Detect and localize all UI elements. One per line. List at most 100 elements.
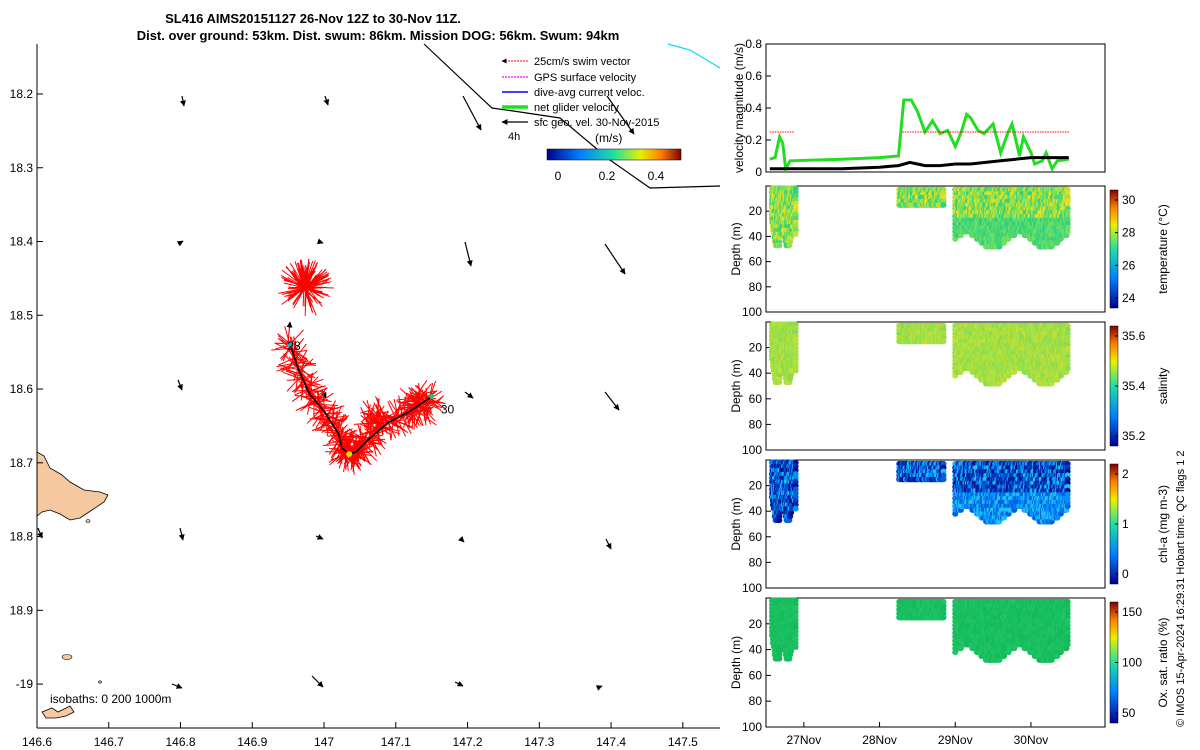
swim-vector bbox=[292, 288, 305, 305]
legend-net: net glider velocity bbox=[534, 102, 619, 114]
salinity-y-tick-label: 80 bbox=[749, 417, 763, 431]
swim-vector bbox=[284, 325, 291, 345]
temperature-colorbar-tick: 28 bbox=[1122, 226, 1136, 240]
map-y-tick-label: 18.7 bbox=[10, 456, 34, 470]
swim-vector bbox=[401, 415, 412, 434]
map-y-tick-label: 18.3 bbox=[10, 161, 34, 175]
map-x-tick-label: 146.7 bbox=[94, 735, 124, 749]
swim-vector bbox=[379, 404, 385, 416]
swim-vector bbox=[306, 277, 332, 288]
swim-vector bbox=[276, 365, 298, 372]
map-y-tick-label: 18.9 bbox=[10, 603, 34, 617]
salinity-y-tick-label: 60 bbox=[749, 392, 763, 406]
velocity-y-tick-label: 0.8 bbox=[745, 37, 762, 51]
swim-vector bbox=[291, 270, 306, 288]
oxygen-ylabel: Depth (m) bbox=[729, 636, 743, 689]
swim-vector bbox=[297, 349, 308, 366]
oxygen-colorbar-tick: 100 bbox=[1122, 656, 1142, 670]
map-x-tick-label: 147.5 bbox=[668, 735, 698, 749]
swim-vector bbox=[417, 387, 422, 397]
swim-vector bbox=[333, 413, 338, 426]
swim-vector bbox=[380, 427, 391, 436]
swim-vector bbox=[370, 407, 377, 414]
salinity-y-tick-label: 20 bbox=[749, 341, 763, 355]
track-day-label: 28 bbox=[287, 339, 301, 353]
swim-vector bbox=[362, 412, 382, 418]
velocity-y-tick-label: 0.6 bbox=[745, 69, 762, 83]
swim-vector bbox=[318, 404, 339, 407]
swim-vector bbox=[283, 353, 297, 368]
map-y-tick-label: 18.2 bbox=[10, 87, 34, 101]
map-legend: 25cm/s swim vector GPS surface velocity … bbox=[501, 56, 682, 183]
swim-vector bbox=[280, 347, 292, 359]
salinity-y-tick-label: 100 bbox=[742, 443, 762, 457]
swim-vector bbox=[286, 289, 305, 294]
time-x-tick-label: 30Nov bbox=[1014, 733, 1049, 747]
swim-vector bbox=[401, 404, 412, 407]
glider-track bbox=[289, 344, 433, 455]
island bbox=[61, 654, 73, 660]
swim-vector bbox=[292, 389, 307, 392]
salinity-section bbox=[769, 321, 1071, 387]
velocity-series-line bbox=[769, 156, 1069, 171]
map-x-tick-label: 147.1 bbox=[381, 735, 411, 749]
geo-velocity-arrow bbox=[454, 680, 464, 687]
time-x-tick-label: 27Nov bbox=[787, 733, 822, 747]
swim-vector bbox=[305, 274, 317, 289]
swim-vector bbox=[398, 402, 420, 407]
island bbox=[41, 705, 75, 719]
swim-vector bbox=[298, 369, 316, 379]
swim-vector bbox=[370, 438, 386, 441]
swim-vector bbox=[295, 343, 307, 358]
map-y-tick-label: 18.5 bbox=[10, 308, 34, 322]
islet bbox=[98, 680, 102, 684]
oxygen-y-tick-label: 80 bbox=[749, 694, 763, 708]
geo-velocity-arrow bbox=[176, 240, 184, 247]
geo-velocity-arrow bbox=[464, 241, 473, 267]
chl-a-y-tick-label: 80 bbox=[749, 555, 763, 569]
temperature-y-tick-label: 60 bbox=[749, 255, 763, 269]
velocity-axes bbox=[765, 43, 1106, 173]
swim-vector bbox=[360, 411, 374, 423]
swim-vector bbox=[325, 423, 339, 440]
swim-vector bbox=[334, 415, 350, 426]
swim-vector bbox=[379, 410, 398, 425]
swim-vector bbox=[303, 373, 313, 380]
swim-vector bbox=[292, 373, 306, 388]
swim-vector bbox=[302, 288, 317, 300]
map-y-tick-label: 18.6 bbox=[10, 382, 34, 396]
swim-vector bbox=[280, 274, 306, 290]
swim-vector bbox=[388, 422, 392, 441]
swim-vector bbox=[286, 321, 293, 344]
swim-vector bbox=[415, 409, 437, 426]
swim-vector bbox=[271, 347, 293, 351]
temperature-colorbar-tick: 30 bbox=[1122, 193, 1136, 207]
time-x-tick-label: 29Nov bbox=[938, 733, 973, 747]
temperature-colorbar-tick: 26 bbox=[1122, 258, 1136, 272]
oxygen-panel: 20 40 60 80 100 Depth (m) 150 100 50 Ox. sat. rat… bbox=[729, 597, 1170, 734]
geo-velocity-arrow bbox=[604, 243, 626, 275]
temperature-y-tick-label: 80 bbox=[749, 280, 763, 294]
swim-vector bbox=[306, 383, 319, 388]
map-colorbar bbox=[546, 148, 682, 161]
swim-vector bbox=[278, 357, 295, 366]
temperature-colorbar-label: temperature (°C) bbox=[1156, 204, 1170, 294]
swim-vector bbox=[375, 404, 379, 415]
map-content: 28 30 bbox=[36, 43, 721, 719]
swim-vector bbox=[360, 406, 369, 426]
legend-diveavg: dive-avg current veloc. bbox=[534, 87, 645, 99]
geo-velocity-arrow bbox=[323, 95, 330, 106]
swim-vector bbox=[314, 413, 326, 419]
map-x-tick-label: 147 bbox=[314, 735, 334, 749]
map-colorbar-tick-0: 0 bbox=[555, 169, 562, 183]
swim-vector bbox=[282, 371, 304, 381]
swim-vector bbox=[304, 378, 324, 387]
swim-vector bbox=[365, 443, 373, 454]
swim-vector bbox=[297, 362, 317, 365]
swim-vector bbox=[279, 364, 299, 371]
swim-vector bbox=[281, 285, 307, 305]
swim-vector bbox=[305, 258, 310, 289]
swim-vector bbox=[294, 394, 313, 398]
legend-swim: 25cm/s swim vector bbox=[534, 56, 631, 68]
swim-vector bbox=[353, 422, 378, 425]
